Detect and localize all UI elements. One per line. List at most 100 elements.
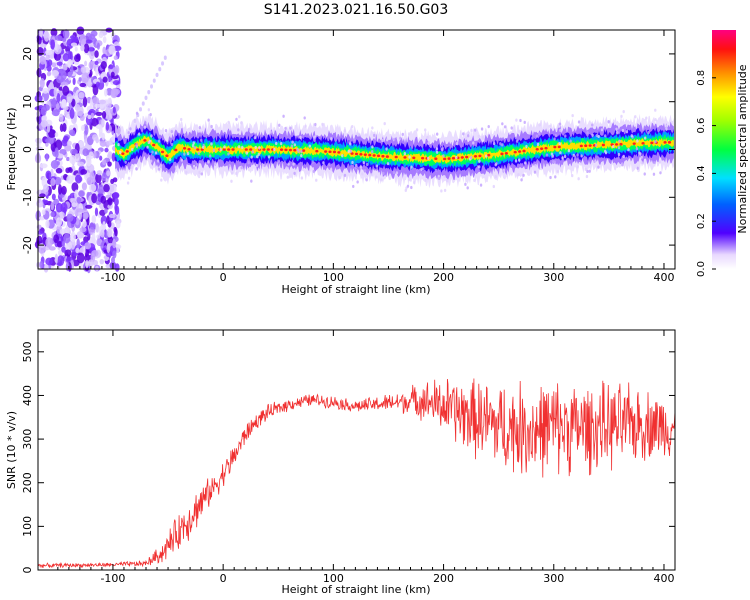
noise-blob	[240, 166, 243, 170]
signal-peak	[473, 154, 478, 158]
noise-blob	[53, 86, 58, 98]
noise-blob	[91, 215, 97, 224]
noise-blob	[69, 197, 77, 203]
noise-blob	[144, 121, 147, 125]
noise-blob	[70, 239, 76, 250]
noise-blob	[35, 146, 44, 152]
noise-blob	[473, 128, 477, 132]
noise-blob	[90, 112, 95, 119]
noise-blob	[59, 228, 68, 235]
noise-blob	[615, 127, 618, 131]
noise-blob	[80, 44, 85, 52]
signal-peak	[614, 143, 619, 146]
noise-blob	[407, 132, 411, 136]
noise-blob	[161, 61, 165, 66]
noise-blob	[322, 161, 325, 165]
noise-blob	[426, 135, 429, 140]
noise-blob	[607, 120, 610, 124]
noise-blob	[473, 178, 476, 182]
noise-blob	[311, 160, 314, 164]
noise-blob	[106, 140, 114, 146]
noise-blob	[552, 160, 555, 164]
noise-blob	[148, 139, 152, 143]
noise-blob	[571, 113, 574, 118]
noise-blob	[50, 178, 56, 186]
signal-peak	[363, 153, 367, 156]
noise-blob	[39, 78, 45, 89]
noise-blob	[405, 186, 408, 190]
noise-blob	[68, 167, 73, 173]
noise-blob	[60, 202, 68, 214]
noise-blob	[76, 252, 85, 264]
noise-blob	[101, 117, 105, 128]
noise-blob	[130, 165, 133, 169]
noise-blob	[107, 161, 112, 167]
signal-peak	[641, 141, 645, 145]
noise-blob	[251, 150, 255, 154]
noise-blob	[69, 154, 77, 165]
noise-blob	[39, 260, 44, 269]
signal-peak	[518, 150, 522, 153]
noise-blob	[112, 191, 120, 199]
noise-blob	[247, 127, 251, 132]
noise-blob	[645, 116, 648, 120]
noise-blob	[563, 154, 567, 159]
noise-blob	[83, 236, 89, 243]
noise-blob	[112, 88, 121, 95]
noise-blob	[329, 167, 333, 172]
signal-peak	[513, 150, 517, 154]
colorbar-tick-label: 0.0	[696, 261, 707, 277]
noise-blob	[59, 211, 65, 219]
noise-blob	[315, 178, 318, 182]
noise-blob	[39, 43, 47, 48]
noise-blob	[285, 166, 288, 170]
noise-blob	[70, 231, 76, 243]
signal-peak	[315, 149, 319, 153]
noise-blob	[154, 151, 158, 155]
noise-blob	[597, 165, 600, 169]
noise-blob	[89, 98, 93, 109]
noise-blob	[75, 217, 80, 226]
noise-blob	[533, 170, 537, 174]
colorbar-label: Normalized spectral amplitude	[736, 64, 749, 233]
colorbar-tick-label: 0.2	[696, 213, 707, 229]
noise-blob	[341, 154, 344, 158]
noise-blob	[113, 55, 118, 60]
noise-blob	[654, 118, 657, 122]
y-tick-label: 10	[21, 95, 34, 109]
noise-blob	[149, 113, 152, 117]
signal-peak	[553, 145, 557, 149]
noise-blob	[435, 132, 439, 136]
noise-blob	[200, 138, 203, 142]
noise-blob	[101, 132, 106, 141]
colorbar: 0.0 0.2 0.4 0.6 0.8 Normalized spectral ampl…	[696, 30, 749, 277]
noise-blob	[284, 126, 287, 130]
noise-blob	[103, 208, 108, 214]
noise-blob	[91, 249, 99, 257]
noise-blob	[116, 83, 121, 90]
noise-blob	[100, 215, 107, 226]
noise-blob	[114, 197, 119, 206]
noise-blob	[150, 84, 154, 89]
colorbar-tick-label: 0.8	[696, 70, 707, 86]
noise-blob	[76, 238, 80, 250]
noise-blob	[328, 162, 331, 166]
noise-blob	[37, 243, 45, 249]
noise-blob	[559, 151, 562, 155]
x-tick-label: 100	[323, 271, 344, 284]
noise-blob	[146, 145, 149, 149]
noise-blob	[635, 147, 639, 151]
noise-blob	[293, 171, 296, 175]
noise-blob	[329, 137, 333, 141]
signal-peak	[249, 148, 253, 151]
noise-blob	[78, 92, 85, 99]
noise-blob	[63, 233, 71, 244]
signal-peak	[544, 146, 548, 150]
noise-blob	[300, 176, 304, 180]
noise-blob	[86, 177, 94, 186]
signal-peak	[451, 156, 456, 160]
noise-blob	[537, 132, 541, 136]
signal-peak	[222, 148, 226, 151]
noise-blob	[45, 138, 50, 144]
noise-blob	[245, 151, 249, 155]
